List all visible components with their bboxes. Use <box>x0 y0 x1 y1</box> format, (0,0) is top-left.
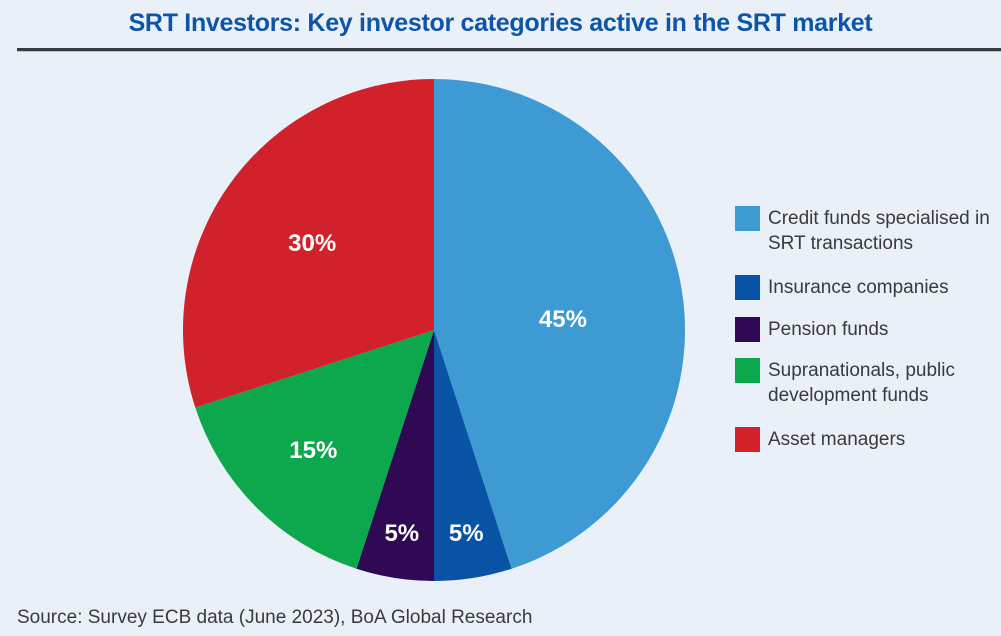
pie-slice-4 <box>182 79 434 408</box>
chart-title: SRT Investors: Key investor categories a… <box>128 9 873 37</box>
pie-slice-1 <box>434 330 512 582</box>
pie-slice-label-3: 15% <box>289 437 337 464</box>
pie-slice-0 <box>434 79 686 569</box>
source-note: Source: Survey ECB data (June 2023), BoA… <box>17 607 533 628</box>
pie-slice-label-1: 5% <box>449 520 484 547</box>
pie-slice-2 <box>356 330 434 582</box>
pie-slice-label-2: 5% <box>384 520 419 547</box>
pie-slice-label-4: 30% <box>288 230 336 257</box>
pie-slice-3 <box>195 330 434 569</box>
title-divider <box>17 48 1001 51</box>
pie-slice-label-0: 45% <box>539 306 587 333</box>
